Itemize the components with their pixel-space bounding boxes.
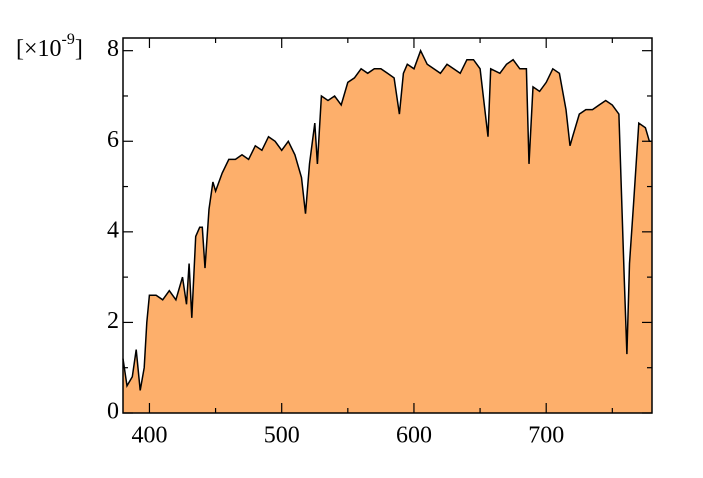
x-tick-label: 700: [528, 423, 564, 449]
x-tick-label: 500: [264, 423, 300, 449]
y-tick-label: 2: [107, 308, 119, 334]
y-scale-exponent: -9: [62, 31, 75, 48]
y-tick-label: 0: [107, 399, 119, 425]
y-scale-prefix: [×10: [16, 36, 62, 62]
x-tick-label: 400: [131, 423, 167, 449]
y-scale-suffix: ]: [75, 36, 83, 62]
x-tick-label: 600: [396, 423, 432, 449]
y-scale-label: [×10-9]: [16, 31, 83, 62]
spectrum-line: [122, 48, 652, 391]
y-tick-label: 8: [107, 36, 119, 62]
y-tick-label: 4: [107, 217, 119, 243]
y-tick-label: 6: [107, 127, 119, 153]
plot-frame: [122, 37, 653, 414]
area-fill: [123, 50, 652, 413]
